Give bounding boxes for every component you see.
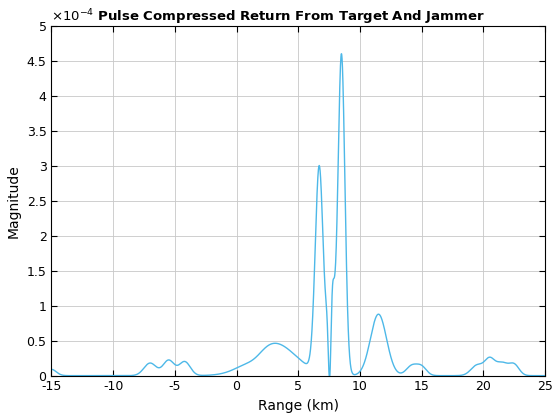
Y-axis label: Magnitude: Magnitude (7, 164, 21, 238)
Text: $\times10^{-4}$ Pulse Compressed Return From Target And Jammer: $\times10^{-4}$ Pulse Compressed Return … (52, 7, 485, 26)
X-axis label: Range (km): Range (km) (258, 399, 339, 413)
